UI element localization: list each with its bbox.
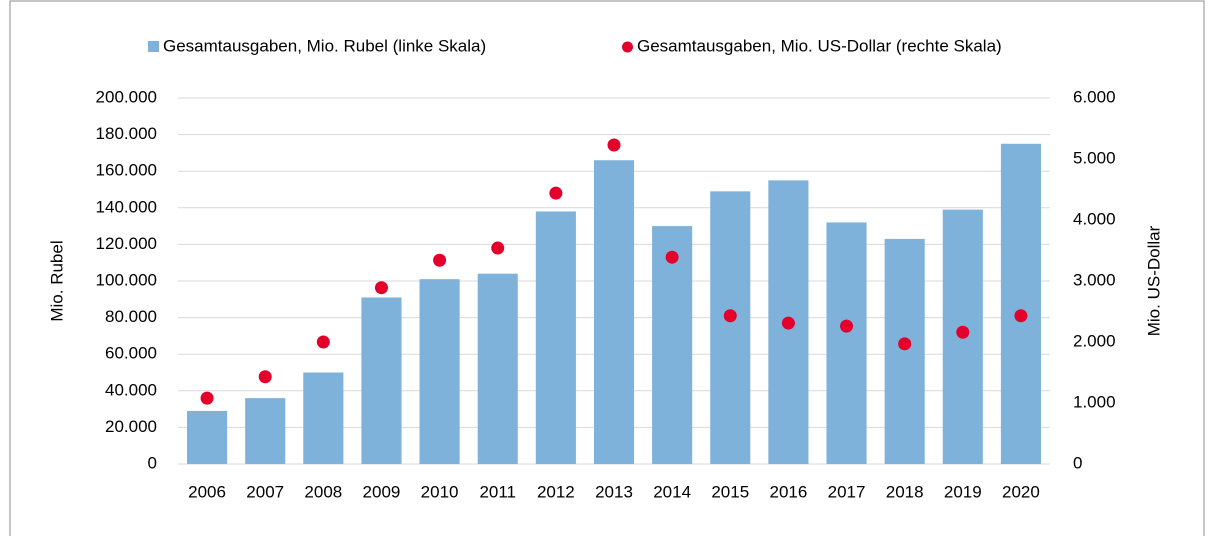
legend-label: Gesamtausgaben, Mio. Rubel (linke Skala) <box>163 36 486 55</box>
dot <box>1014 309 1028 323</box>
dot <box>433 253 447 267</box>
bar <box>361 297 402 464</box>
dot <box>665 250 679 264</box>
y-tick-label: 180.000 <box>96 124 157 143</box>
y-tick-label: 120.000 <box>96 234 157 253</box>
bar <box>652 226 693 464</box>
y2-tick-label: 5.000 <box>1073 148 1116 167</box>
bar <box>826 222 867 464</box>
bar <box>419 279 460 464</box>
bar <box>303 372 344 464</box>
x-tick-label: 2015 <box>711 482 749 501</box>
dot <box>258 370 272 384</box>
x-tick-label: 2007 <box>246 482 284 501</box>
y-tick-label: 60.000 <box>105 344 157 363</box>
dot <box>549 186 563 200</box>
bar <box>710 191 751 464</box>
x-tick-label: 2019 <box>944 482 982 501</box>
y-tick-label: 0 <box>148 453 157 472</box>
dot <box>607 138 621 152</box>
x-tick-label: 2017 <box>828 482 866 501</box>
dot <box>374 281 388 295</box>
y2-axis-title: Mio. US-Dollar <box>1144 225 1163 336</box>
legend-swatch <box>148 41 159 52</box>
x-tick-label: 2013 <box>595 482 633 501</box>
y-tick-label: 80.000 <box>105 307 157 326</box>
bar <box>1000 143 1041 464</box>
dot <box>840 319 854 333</box>
dot <box>781 316 795 330</box>
bar <box>477 273 518 464</box>
y-tick-label: 160.000 <box>96 161 157 180</box>
x-tick-label: 2014 <box>653 482 691 501</box>
y-tick-label: 140.000 <box>96 197 157 216</box>
y2-tick-label: 3.000 <box>1073 270 1116 289</box>
x-tick-label: 2006 <box>188 482 226 501</box>
legend-label: Gesamtausgaben, Mio. US-Dollar (rechte S… <box>637 36 1002 55</box>
dot <box>723 309 737 323</box>
bar <box>535 211 576 464</box>
bar <box>187 410 228 464</box>
y2-tick-label: 6.000 <box>1073 87 1116 106</box>
y-tick-label: 200.000 <box>96 87 157 106</box>
x-tick-label: 2011 <box>479 482 516 501</box>
legend-swatch <box>622 41 633 53</box>
x-tick-label: 2008 <box>304 482 342 501</box>
x-tick-label: 2018 <box>886 482 924 501</box>
y2-tick-label: 4.000 <box>1073 209 1116 228</box>
dot <box>200 391 214 405</box>
dot <box>956 325 970 339</box>
x-tick-label: 2012 <box>537 482 575 501</box>
y-tick-label: 20.000 <box>105 417 157 436</box>
y-tick-label: 40.000 <box>105 380 157 399</box>
y2-tick-label: 1.000 <box>1073 392 1116 411</box>
y-tick-label: 100.000 <box>96 270 157 289</box>
chart-frame <box>9 0 1205 536</box>
y2-tick-label: 0 <box>1073 453 1082 472</box>
dot <box>491 241 505 255</box>
bar <box>245 398 286 464</box>
y-axis-title: Mio. Rubel <box>47 240 66 321</box>
x-tick-label: 2016 <box>769 482 807 501</box>
x-tick-label: 2009 <box>363 482 401 501</box>
dot <box>898 337 912 351</box>
x-tick-label: 2020 <box>1002 482 1040 501</box>
x-tick-label: 2010 <box>421 482 459 501</box>
bar <box>884 238 925 464</box>
y2-tick-label: 2.000 <box>1073 331 1116 350</box>
dot <box>316 335 330 349</box>
bar <box>593 160 635 464</box>
